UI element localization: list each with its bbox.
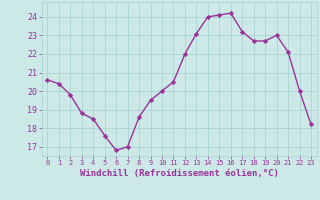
X-axis label: Windchill (Refroidissement éolien,°C): Windchill (Refroidissement éolien,°C) <box>80 169 279 178</box>
